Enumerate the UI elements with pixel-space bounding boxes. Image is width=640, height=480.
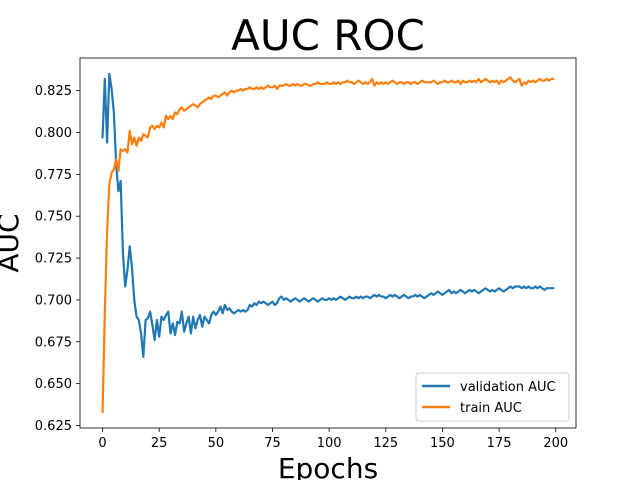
legend-label-validation: validation AUC — [460, 380, 556, 395]
chart-title: AUC ROC — [231, 11, 425, 60]
validation-auc-line — [101, 72, 555, 358]
y-axis-title: AUC — [0, 213, 25, 272]
x-tick-label: 50 — [208, 436, 225, 451]
y-tick-label: 0.725 — [35, 252, 72, 267]
y-tick-label: 0.825 — [35, 84, 72, 99]
y-tick-label: 0.625 — [35, 419, 72, 434]
plot-area: 0 25 50 75 100 125 150 175 200 0.6250.6500.6750.… — [35, 57, 577, 451]
legend: validation AUC train AUC — [415, 372, 570, 422]
train-auc-line — [101, 76, 555, 414]
x-tick-label: 200 — [543, 436, 568, 451]
y-axis: 0.625 0.650 0.675 0.700 0.725 0.750 0.775 0.800… — [35, 84, 80, 434]
legend-label-train: train AUC — [460, 401, 522, 416]
x-tick-label: 125 — [373, 436, 398, 451]
x-tick-label: 75 — [264, 436, 281, 451]
y-tick-label: 0.700 — [35, 293, 72, 308]
y-tick-label: 0.675 — [35, 335, 72, 350]
y-tick-label: 0.800 — [35, 126, 72, 141]
x-axis: 0 25 50 75 100 125 150 175 200 — [98, 428, 568, 451]
y-tick-label: 0.650 — [35, 377, 72, 392]
legend-box — [415, 372, 570, 422]
y-tick-label: 0.750 — [35, 210, 72, 225]
x-tick-label: 100 — [317, 436, 342, 451]
x-tick-label: 25 — [151, 436, 168, 451]
y-tick-label: 0.775 — [35, 168, 72, 183]
x-axis-title: Epochs — [278, 452, 378, 480]
x-tick-label: 175 — [487, 436, 512, 451]
x-tick-label: 150 — [430, 436, 455, 451]
x-tick-label: 0 — [98, 436, 106, 451]
axes-frame — [79, 57, 577, 429]
series-lines — [101, 72, 555, 414]
